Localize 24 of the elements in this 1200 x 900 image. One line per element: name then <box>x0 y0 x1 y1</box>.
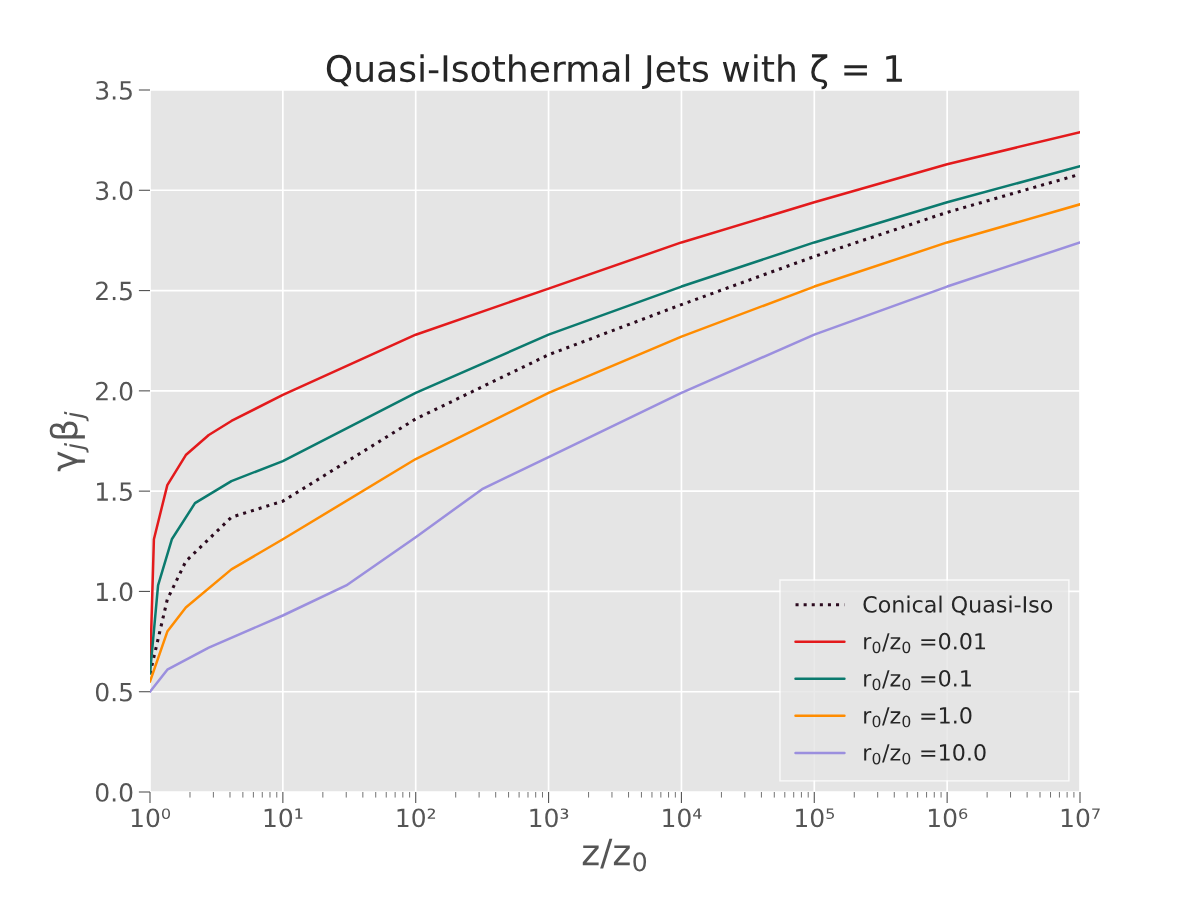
y-tick-label: 1.5 <box>97 482 132 501</box>
y-tick-label: 2.5 <box>96 281 132 301</box>
legend-label: r$_{0}$/z$_{0}$ =0.1 <box>864 669 971 691</box>
x-axis-title: z/z$_{0}$ <box>582 838 647 872</box>
y-tick-label: 2.0 <box>96 381 133 401</box>
x-tick-label: 10⁰ <box>131 808 171 828</box>
y-tick-label: 0.5 <box>95 682 132 702</box>
y-tick-label: 0.0 <box>95 782 133 802</box>
y-tick-label: 1.0 <box>97 582 133 602</box>
chart-title: Quasi-Isothermal Jets with ζ = 1 <box>326 54 902 90</box>
x-tick-label: 10⁴ <box>663 808 702 828</box>
x-tick-label: 10⁵ <box>796 808 834 828</box>
legend-label: r$_{0}$/z$_{0}$ =10.0 <box>864 744 986 765</box>
x-tick-label: 10⁷ <box>1061 808 1100 828</box>
x-tick-label: 10⁶ <box>928 808 968 828</box>
x-tick-label: 10² <box>397 808 436 828</box>
x-tick-label: 10³ <box>530 808 569 828</box>
x-tick-label: 10¹ <box>264 808 303 828</box>
legend-label: Conical Quasi-Iso <box>863 595 1053 616</box>
y-tick-label: 3.0 <box>96 181 133 201</box>
legend-label: r$_{0}$/z$_{0}$ =1.0 <box>864 706 972 728</box>
y-tick-label: 3.5 <box>96 80 132 100</box>
legend-label: r$_{0}$/z$_{0}$ =0.01 <box>864 632 986 654</box>
y-axis-title: γ$_{j}$β$_{j}$ <box>49 411 89 472</box>
